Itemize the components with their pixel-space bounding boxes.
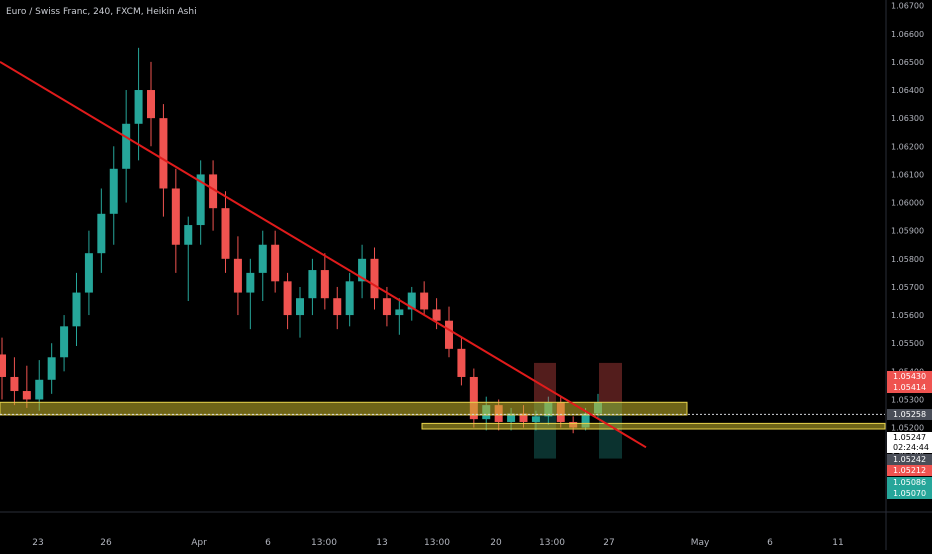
candle-body [0,354,6,377]
price-label: 1.05212 [893,466,926,475]
candle-body [407,292,416,310]
price-tick-label: 1.06300 [891,114,924,123]
time-tick-label: 23 [32,538,43,548]
price-tick-label: 1.05500 [891,339,924,348]
time-tick-label: Apr [191,538,207,548]
candle-body [35,379,44,400]
time-tick-label: 6 [265,538,271,548]
candle-body [581,413,590,428]
price-tick-label: 1.06700 [891,2,924,11]
price-tick-label: 1.05700 [891,283,924,292]
candle-body [271,244,280,282]
price-label-bg [887,442,932,453]
candle-body [209,174,218,209]
risk-box [599,362,622,403]
price-label-bg [887,454,932,465]
candle-body [308,270,317,299]
time-tick-label: 20 [490,538,502,548]
price-tick-label: 1.05600 [891,311,924,320]
candle-body [159,118,168,189]
price-label-bg [887,488,932,499]
candle-body [296,298,304,316]
price-tick-label: 1.06000 [891,199,924,208]
candle-body [382,298,391,316]
candle-body [345,281,354,316]
resistance-zone [0,401,688,416]
chart-title: Euro / Swiss Franc, 240, FXCM, Heikin As… [6,7,197,17]
time-tick-label: 13:00 [311,538,337,548]
candle-body [97,213,106,254]
candle-body [72,292,81,327]
price-tick-label: 1.05900 [891,227,924,236]
risk-box [534,362,556,403]
candle-body [233,258,242,293]
price-label: 1.05247 [893,433,926,442]
price-label: 02:24:44 [893,443,929,452]
candle-body [283,281,292,316]
price-label: 1.05070 [893,489,926,498]
time-tick-label: 13:00 [539,538,565,548]
candle-body [60,326,69,358]
candle-body [221,208,230,259]
candle-body [432,309,441,321]
candle-body [84,253,93,293]
candle-body [47,357,56,380]
candle-body [445,320,453,349]
price-label: 1.05086 [893,478,926,487]
price-label: 1.05258 [893,410,926,419]
price-label: 1.05242 [893,455,926,464]
time-tick-label: 26 [100,538,112,548]
price-tick-label: 1.05200 [891,424,924,433]
price-tick-label: 1.06100 [891,170,924,179]
candle-body [147,90,155,119]
candle-body [258,244,267,273]
time-tick-label: 13:00 [424,538,450,548]
time-tick-label: May [691,538,710,548]
time-tick-label: 11 [832,538,843,548]
candle-body [10,376,19,392]
price-label-bg [887,432,932,443]
price-tick-label: 1.06500 [891,58,924,67]
price-label-bg [887,477,932,488]
price-label-bg [887,409,932,420]
candle-body [320,270,329,299]
price-tick-label: 1.06200 [891,142,924,151]
candle-body [196,174,205,226]
candle-body [122,123,131,169]
candle-body [370,258,379,299]
candle-body [333,298,342,316]
time-tick-label: 27 [603,538,614,548]
time-tick-label: 6 [767,538,773,548]
price-tick-label: 1.05800 [891,255,924,264]
candle-body [22,391,31,400]
price-tick-label: 1.06600 [891,30,924,39]
candle-body [184,225,193,245]
price-tick-label: 1.06400 [891,86,924,95]
candle-body [531,416,540,422]
candle-body [469,376,478,420]
price-tick-label: 1.05300 [891,395,924,404]
candle-body [358,258,367,282]
candle-body [171,188,180,245]
candle-body [420,292,429,310]
time-tick-label: 13 [376,538,387,548]
candle-body [246,272,255,293]
candle-body [109,168,118,214]
price-label-bg [887,382,932,393]
price-label-bg [887,371,932,382]
support-zone [421,422,886,430]
candle-body [395,309,404,316]
price-label: 1.05430 [893,372,926,381]
price-label: 1.05414 [893,383,926,392]
candle-body [519,413,528,422]
price-label-bg [887,465,932,476]
trendline [0,61,647,449]
candle-body [134,90,143,124]
candle-body [457,348,466,377]
candle-body [507,413,516,422]
reward-box [599,402,622,459]
reward-box [534,402,556,459]
